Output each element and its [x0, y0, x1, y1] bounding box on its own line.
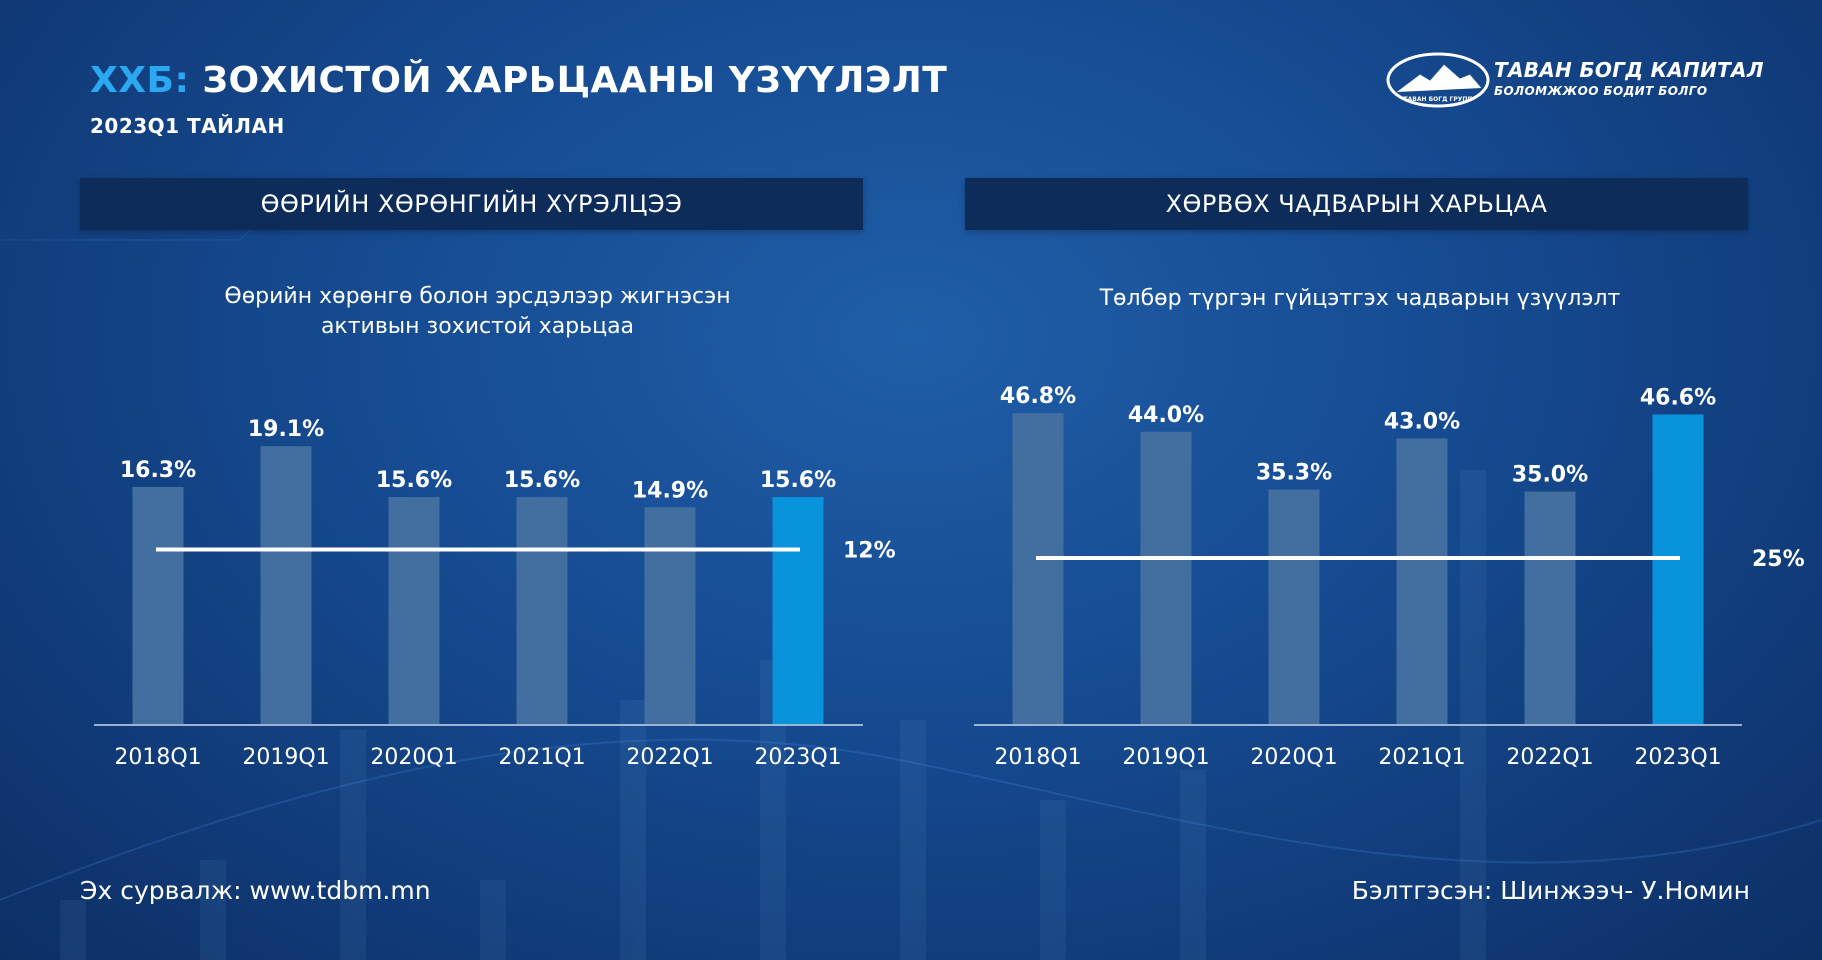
title-text: ЗОХИСТОЙ ХАРЬЦААНЫ ҮЗҮҮЛЭЛТ: [189, 60, 948, 101]
category-label: 2019Q1: [1122, 745, 1209, 770]
category-label: 2021Q1: [498, 745, 585, 770]
bar: [516, 497, 568, 724]
bar: [1268, 489, 1320, 724]
logo-slogan: БОЛОМЖЖОО БОДИТ БОЛГО: [1494, 84, 1708, 98]
category-label: 2021Q1: [1378, 745, 1465, 770]
data-label: 46.6%: [1640, 386, 1716, 411]
prepared-by-note: Бэлтгэсэн: Шинжээч- У.Номин: [1351, 876, 1750, 905]
chart-1: 46.8% 2018Q1 44.0% 2019Q1 35.3% 2020Q1 43.0% 20…: [974, 384, 1805, 770]
bar: [1012, 413, 1064, 724]
data-label: 15.6%: [760, 468, 836, 493]
category-label: 2018Q1: [114, 745, 201, 770]
logo-wordmark: ТАВАН БОГД КАПИТАЛ БОЛОМЖЖОО БОДИТ БОЛГО: [1494, 58, 1764, 98]
data-label: 19.1%: [248, 417, 324, 442]
data-label: 15.6%: [376, 468, 452, 493]
category-label: 2022Q1: [626, 745, 713, 770]
bar: [1140, 431, 1192, 724]
chart-title-capital-adequacy: Өөрийн хөрөнгө болон эрсдэлээр жигнэсэн …: [80, 282, 875, 342]
page-subtitle: 2023Q1 ТАЙЛАН: [90, 114, 285, 138]
bar: [388, 497, 440, 724]
data-label: 44.0%: [1128, 403, 1204, 428]
category-label: 2022Q1: [1506, 745, 1593, 770]
data-label: 46.8%: [1000, 384, 1076, 409]
mountain-logo-icon: ТАВАН БОГД ГРУПП: [1386, 52, 1490, 108]
bar: [132, 486, 184, 724]
chart-0: 16.3% 2018Q1 19.1% 2019Q1 15.6% 2020Q1 15.6% 20…: [94, 417, 896, 770]
category-label: 2023Q1: [1634, 745, 1721, 770]
logo-name: ТАВАН БОГД КАПИТАЛ: [1494, 58, 1764, 82]
data-label: 35.0%: [1512, 463, 1588, 488]
data-label: 15.6%: [504, 468, 580, 493]
bar: [1396, 438, 1448, 724]
logo-badge-text: ТАВАН БОГД ГРУПП: [1404, 96, 1473, 103]
data-label: 43.0%: [1384, 409, 1460, 434]
category-label: 2019Q1: [242, 745, 329, 770]
threshold-label: 25%: [1752, 547, 1805, 572]
category-label: 2020Q1: [1250, 745, 1337, 770]
data-label: 16.3%: [120, 458, 196, 483]
data-label: 14.9%: [632, 478, 708, 503]
data-label: 35.3%: [1256, 461, 1332, 486]
panel-header-liquidity: ХӨРВӨХ ЧАДВАРЫН ХАРЬЦАА: [965, 178, 1748, 230]
page-title: ХХБ: ЗОХИСТОЙ ХАРЬЦААНЫ ҮЗҮҮЛЭЛТ: [90, 60, 947, 101]
title-accent: ХХБ:: [90, 60, 190, 101]
chart-title-liquidity: Төлбөр түргэн гүйцэтгэх чадварын үзүүлэл…: [965, 284, 1755, 314]
chart-title-line: Өөрийн хөрөнгө болон эрсдэлээр жигнэсэн …: [224, 284, 731, 339]
panel-header-capital-adequacy: ӨӨРИЙН ХӨРӨНГИЙН ХҮРЭЛЦЭЭ: [80, 178, 863, 230]
bar: [644, 507, 696, 724]
source-note: Эх сурвалж: www.tdbm.mn: [80, 876, 431, 905]
category-label: 2020Q1: [370, 745, 457, 770]
bar: [1524, 491, 1576, 724]
threshold-label: 12%: [843, 538, 896, 563]
bar: [772, 497, 824, 724]
chart-title-line: Төлбөр түргэн гүйцэтгэх чадварын үзүүлэл…: [1099, 286, 1621, 311]
category-label: 2023Q1: [754, 745, 841, 770]
bar: [260, 446, 312, 724]
category-label: 2018Q1: [994, 745, 1081, 770]
bar: [1652, 414, 1704, 724]
